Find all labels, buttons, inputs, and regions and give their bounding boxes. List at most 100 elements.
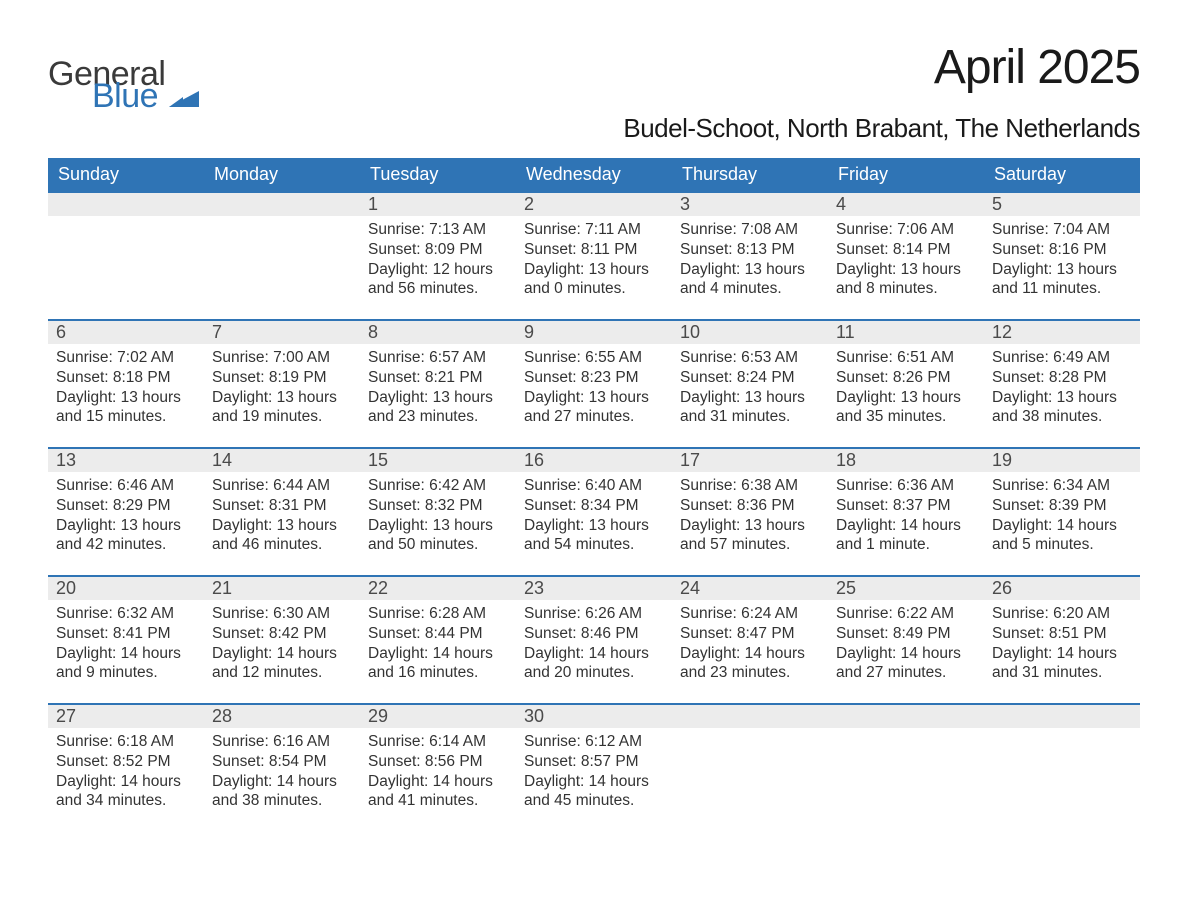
brand-triangle-icon — [169, 85, 199, 107]
day-details: Sunrise: 6:18 AMSunset: 8:52 PMDaylight:… — [48, 728, 204, 815]
calendar-cell: 3Sunrise: 7:08 AMSunset: 8:13 PMDaylight… — [672, 191, 828, 319]
sunset-line: Sunset: 8:39 PM — [992, 496, 1132, 516]
day-number: 12 — [984, 319, 1140, 344]
daylight-line: Daylight: 13 hours and 54 minutes. — [524, 516, 664, 556]
daylight-line: Daylight: 14 hours and 45 minutes. — [524, 772, 664, 812]
daylight-line: Daylight: 13 hours and 19 minutes. — [212, 388, 352, 428]
day-details: Sunrise: 7:02 AMSunset: 8:18 PMDaylight:… — [48, 344, 204, 431]
sunrise-line: Sunrise: 7:08 AM — [680, 220, 820, 240]
sunset-line: Sunset: 8:36 PM — [680, 496, 820, 516]
calendar-cell: 13Sunrise: 6:46 AMSunset: 8:29 PMDayligh… — [48, 447, 204, 575]
weekday-header: Saturday — [984, 158, 1140, 191]
calendar-cell: 14Sunrise: 6:44 AMSunset: 8:31 PMDayligh… — [204, 447, 360, 575]
calendar-cell: 24Sunrise: 6:24 AMSunset: 8:47 PMDayligh… — [672, 575, 828, 703]
day-details: Sunrise: 7:06 AMSunset: 8:14 PMDaylight:… — [828, 216, 984, 303]
day-details: Sunrise: 7:00 AMSunset: 8:19 PMDaylight:… — [204, 344, 360, 431]
calendar-cell — [204, 191, 360, 319]
sunrise-line: Sunrise: 7:02 AM — [56, 348, 196, 368]
calendar-cell: 9Sunrise: 6:55 AMSunset: 8:23 PMDaylight… — [516, 319, 672, 447]
sunrise-line: Sunrise: 6:49 AM — [992, 348, 1132, 368]
sunset-line: Sunset: 8:32 PM — [368, 496, 508, 516]
day-number: 8 — [360, 319, 516, 344]
day-details: Sunrise: 6:12 AMSunset: 8:57 PMDaylight:… — [516, 728, 672, 815]
sunrise-line: Sunrise: 6:55 AM — [524, 348, 664, 368]
sunrise-line: Sunrise: 7:06 AM — [836, 220, 976, 240]
calendar-cell: 6Sunrise: 7:02 AMSunset: 8:18 PMDaylight… — [48, 319, 204, 447]
calendar-cell: 26Sunrise: 6:20 AMSunset: 8:51 PMDayligh… — [984, 575, 1140, 703]
day-number: 30 — [516, 703, 672, 728]
weekday-header: Wednesday — [516, 158, 672, 191]
daylight-line: Daylight: 13 hours and 11 minutes. — [992, 260, 1132, 300]
day-number: 26 — [984, 575, 1140, 600]
brand-logo: General Blue — [48, 40, 199, 113]
calendar-cell: 12Sunrise: 6:49 AMSunset: 8:28 PMDayligh… — [984, 319, 1140, 447]
day-details: Sunrise: 7:04 AMSunset: 8:16 PMDaylight:… — [984, 216, 1140, 303]
calendar-week-row: 6Sunrise: 7:02 AMSunset: 8:18 PMDaylight… — [48, 319, 1140, 447]
calendar-cell: 23Sunrise: 6:26 AMSunset: 8:46 PMDayligh… — [516, 575, 672, 703]
day-number: 23 — [516, 575, 672, 600]
sunrise-line: Sunrise: 7:11 AM — [524, 220, 664, 240]
calendar-week-row: 1Sunrise: 7:13 AMSunset: 8:09 PMDaylight… — [48, 191, 1140, 319]
day-number: 6 — [48, 319, 204, 344]
daylight-line: Daylight: 13 hours and 38 minutes. — [992, 388, 1132, 428]
day-details: Sunrise: 6:30 AMSunset: 8:42 PMDaylight:… — [204, 600, 360, 687]
daylight-line: Daylight: 14 hours and 5 minutes. — [992, 516, 1132, 556]
empty-day-bar — [672, 703, 828, 728]
sunset-line: Sunset: 8:14 PM — [836, 240, 976, 260]
weekday-header: Friday — [828, 158, 984, 191]
daylight-line: Daylight: 14 hours and 27 minutes. — [836, 644, 976, 684]
sunset-line: Sunset: 8:51 PM — [992, 624, 1132, 644]
daylight-line: Daylight: 14 hours and 41 minutes. — [368, 772, 508, 812]
daylight-line: Daylight: 13 hours and 8 minutes. — [836, 260, 976, 300]
day-details: Sunrise: 6:22 AMSunset: 8:49 PMDaylight:… — [828, 600, 984, 687]
sunset-line: Sunset: 8:34 PM — [524, 496, 664, 516]
day-number: 9 — [516, 319, 672, 344]
day-number: 25 — [828, 575, 984, 600]
daylight-line: Daylight: 13 hours and 50 minutes. — [368, 516, 508, 556]
sunset-line: Sunset: 8:44 PM — [368, 624, 508, 644]
day-details: Sunrise: 6:57 AMSunset: 8:21 PMDaylight:… — [360, 344, 516, 431]
sunset-line: Sunset: 8:49 PM — [836, 624, 976, 644]
daylight-line: Daylight: 13 hours and 31 minutes. — [680, 388, 820, 428]
calendar-cell: 18Sunrise: 6:36 AMSunset: 8:37 PMDayligh… — [828, 447, 984, 575]
calendar-cell: 20Sunrise: 6:32 AMSunset: 8:41 PMDayligh… — [48, 575, 204, 703]
day-number: 29 — [360, 703, 516, 728]
sunset-line: Sunset: 8:26 PM — [836, 368, 976, 388]
sunrise-line: Sunrise: 6:46 AM — [56, 476, 196, 496]
day-number: 16 — [516, 447, 672, 472]
calendar-table: SundayMondayTuesdayWednesdayThursdayFrid… — [48, 158, 1140, 831]
day-details: Sunrise: 6:51 AMSunset: 8:26 PMDaylight:… — [828, 344, 984, 431]
sunset-line: Sunset: 8:54 PM — [212, 752, 352, 772]
day-number: 10 — [672, 319, 828, 344]
weekday-header: Tuesday — [360, 158, 516, 191]
sunset-line: Sunset: 8:52 PM — [56, 752, 196, 772]
daylight-line: Daylight: 14 hours and 23 minutes. — [680, 644, 820, 684]
day-details: Sunrise: 6:42 AMSunset: 8:32 PMDaylight:… — [360, 472, 516, 559]
sunset-line: Sunset: 8:19 PM — [212, 368, 352, 388]
sunset-line: Sunset: 8:24 PM — [680, 368, 820, 388]
daylight-line: Daylight: 13 hours and 42 minutes. — [56, 516, 196, 556]
day-details: Sunrise: 6:40 AMSunset: 8:34 PMDaylight:… — [516, 472, 672, 559]
daylight-line: Daylight: 14 hours and 1 minute. — [836, 516, 976, 556]
day-number: 7 — [204, 319, 360, 344]
calendar-cell: 4Sunrise: 7:06 AMSunset: 8:14 PMDaylight… — [828, 191, 984, 319]
daylight-line: Daylight: 14 hours and 20 minutes. — [524, 644, 664, 684]
sunrise-line: Sunrise: 6:42 AM — [368, 476, 508, 496]
calendar-week-row: 27Sunrise: 6:18 AMSunset: 8:52 PMDayligh… — [48, 703, 1140, 831]
calendar-page: General Blue April 2025 Budel-Schoot, No… — [0, 0, 1188, 918]
sunrise-line: Sunrise: 6:28 AM — [368, 604, 508, 624]
calendar-cell: 30Sunrise: 6:12 AMSunset: 8:57 PMDayligh… — [516, 703, 672, 831]
sunrise-line: Sunrise: 6:51 AM — [836, 348, 976, 368]
calendar-cell: 10Sunrise: 6:53 AMSunset: 8:24 PMDayligh… — [672, 319, 828, 447]
month-year-title: April 2025 — [623, 40, 1140, 95]
day-details: Sunrise: 6:38 AMSunset: 8:36 PMDaylight:… — [672, 472, 828, 559]
sunrise-line: Sunrise: 6:30 AM — [212, 604, 352, 624]
daylight-line: Daylight: 14 hours and 9 minutes. — [56, 644, 196, 684]
daylight-line: Daylight: 14 hours and 34 minutes. — [56, 772, 196, 812]
calendar-cell: 1Sunrise: 7:13 AMSunset: 8:09 PMDaylight… — [360, 191, 516, 319]
sunset-line: Sunset: 8:21 PM — [368, 368, 508, 388]
daylight-line: Daylight: 13 hours and 23 minutes. — [368, 388, 508, 428]
day-number: 24 — [672, 575, 828, 600]
sunset-line: Sunset: 8:13 PM — [680, 240, 820, 260]
day-number: 14 — [204, 447, 360, 472]
